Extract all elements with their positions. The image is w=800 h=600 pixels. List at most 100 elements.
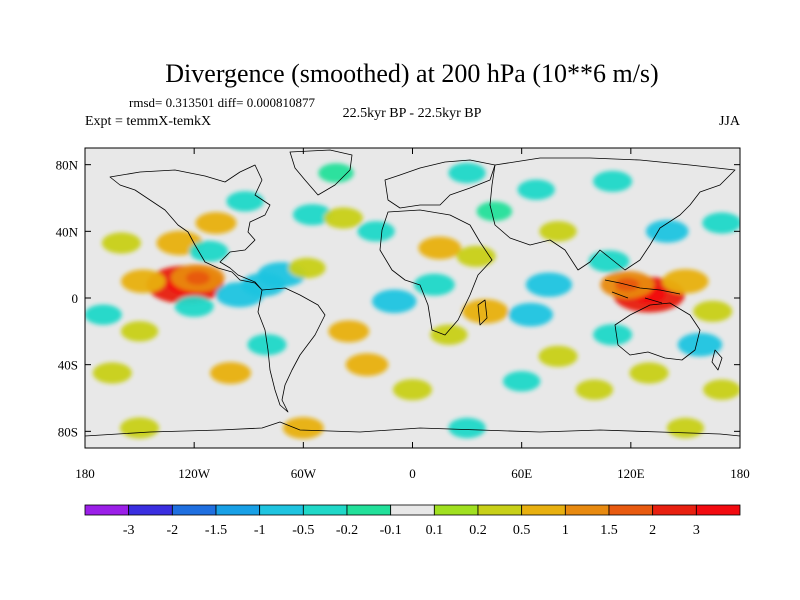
coastline-greenland <box>289 149 353 196</box>
anomaly-cell <box>323 207 363 229</box>
anomaly-cell <box>476 201 513 222</box>
anomaly-cell <box>525 272 573 297</box>
anomaly-cell <box>677 332 723 357</box>
anomaly-cell <box>575 379 614 400</box>
colorbar-label: 1 <box>562 523 569 538</box>
coastline-africa <box>379 209 493 336</box>
y-tick-label: 40S <box>58 358 78 373</box>
colorbar-swatch <box>302 504 348 516</box>
anomaly-cell <box>662 269 709 294</box>
anomaly-cell <box>282 417 324 439</box>
anomaly-cell <box>85 304 122 325</box>
colorbar-swatch <box>608 504 654 516</box>
x-tick-label: 60E <box>511 466 532 481</box>
anomaly-cell <box>448 417 486 439</box>
anomaly-cell <box>593 324 633 346</box>
map-plot-area: 180 120W 60W 0 60E 120E 180 80N 40N 0 40S 80S <box>56 147 750 481</box>
anomaly-cell <box>392 379 433 401</box>
anomaly-cell <box>588 250 630 273</box>
coastline-australia <box>614 302 701 361</box>
colorbar-swatch <box>84 504 130 516</box>
x-tick-label: 120W <box>178 466 211 481</box>
colorbar-label: 3 <box>693 523 700 538</box>
anomaly-cell <box>241 272 286 297</box>
anomaly-cell <box>645 219 689 243</box>
coastline-south-america <box>257 287 326 413</box>
anomaly-cell <box>666 417 705 439</box>
anomaly-cell <box>508 302 554 327</box>
anomaly-cell <box>413 273 455 296</box>
colorbar-label: 1.5 <box>600 523 618 538</box>
coastlines <box>85 149 740 437</box>
colorbar-swatch <box>259 504 304 516</box>
colorbar-label: 0.2 <box>469 523 487 538</box>
anomaly-cell <box>101 232 141 254</box>
anomaly-cell <box>328 320 370 343</box>
anomaly-cell <box>430 324 468 345</box>
colorbar-label: -1 <box>254 523 266 538</box>
anomaly-cell <box>462 299 509 324</box>
anomaly-core <box>185 271 210 285</box>
colorbar-swatch <box>564 504 610 516</box>
coastline-antarctica <box>85 421 740 437</box>
anomaly-cell <box>703 379 740 400</box>
colorbar-swatch <box>128 504 173 516</box>
anomaly-cell <box>119 417 160 439</box>
anomaly-cell <box>629 362 669 384</box>
x-tick-label: 180 <box>730 466 750 481</box>
colorbar-swatch <box>433 504 479 516</box>
coastline-north-america <box>109 164 271 291</box>
colorbar-label: 0.5 <box>513 523 531 538</box>
colorbar: -3 -2 -1.5 -1 -0.5 -0.2 -0.1 0.1 0.2 0.5 1 1.5 2 3 <box>84 504 741 538</box>
colorbar-swatch <box>477 504 523 516</box>
y-tick-label: 40N <box>56 224 79 239</box>
anomaly-cell <box>120 321 159 342</box>
anomaly-cell <box>195 212 237 234</box>
colorbar-label: -1.5 <box>205 523 227 538</box>
x-tick-label: 0 <box>409 466 416 481</box>
anomaly-cell <box>502 371 541 392</box>
stats-label: rmsd= 0.313501 diff= 0.000810877 <box>129 95 315 110</box>
coastline-europe <box>384 159 496 209</box>
anomaly-field <box>85 162 740 439</box>
anomaly-cell <box>372 289 417 314</box>
anomaly-cell <box>226 191 264 212</box>
anomaly-cell <box>418 236 462 260</box>
colorbar-swatch <box>521 504 566 516</box>
y-tick-label: 80S <box>58 424 78 439</box>
anomaly-cell <box>702 212 740 234</box>
anomaly-cell <box>292 204 333 226</box>
colorbar-swatch <box>215 504 261 516</box>
x-tick-label: 60W <box>291 466 317 481</box>
coastline-indonesia <box>604 279 681 304</box>
anomaly-cell <box>92 362 132 384</box>
y-tick-label: 80N <box>56 158 79 173</box>
anomaly-cell <box>210 362 252 384</box>
colorbar-label: 2 <box>649 523 656 538</box>
experiment-label: Expt = temmX-temkX <box>85 114 211 129</box>
colorbar-label: -2 <box>166 523 178 538</box>
chart-title: Divergence (smoothed) at 200 hPa (10**6 … <box>165 59 658 88</box>
colorbar-swatch <box>390 504 435 516</box>
colorbar-swatch <box>695 504 741 516</box>
x-tick-label: 180 <box>75 466 95 481</box>
anomaly-cell <box>593 170 633 192</box>
anomaly-cell <box>539 221 577 242</box>
anomaly-cell <box>174 295 214 317</box>
coastline-new-zealand <box>711 349 723 371</box>
anomaly-cell <box>538 345 578 367</box>
anomaly-cell <box>345 353 389 377</box>
anomaly-cell <box>448 162 486 184</box>
colorbar-swatch <box>652 504 697 516</box>
anomaly-cell <box>120 269 166 294</box>
colorbar-swatch <box>171 504 217 516</box>
anomaly-cell <box>318 163 354 183</box>
colorbar-label: -0.1 <box>380 523 402 538</box>
colorbar-label: 0.1 <box>426 523 444 538</box>
anomaly-cell <box>693 300 733 322</box>
axis-ticks: 180 120W 60W 0 60E 120E 180 80N 40N 0 40S 80S <box>56 148 750 481</box>
colorbar-swatch <box>346 504 392 516</box>
anomaly-cell <box>357 221 395 242</box>
x-tick-label: 120E <box>617 466 645 481</box>
